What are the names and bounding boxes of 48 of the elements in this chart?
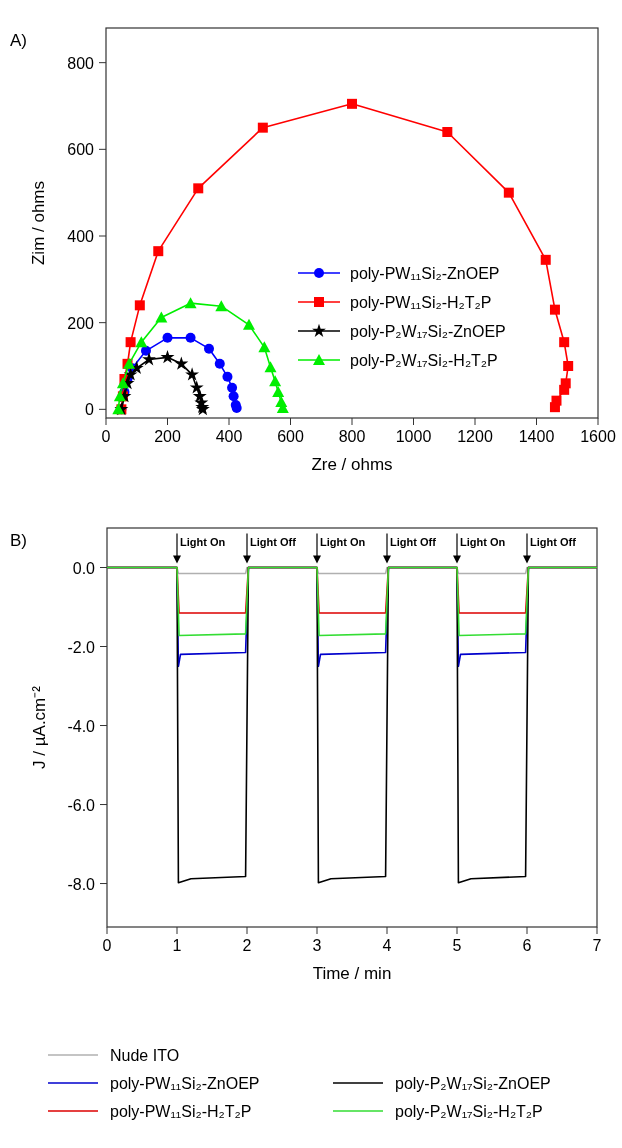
x-tick-label: 0 xyxy=(101,428,111,445)
legend-label: Nude ITO xyxy=(110,1047,180,1064)
x-tick-label: 1600 xyxy=(580,428,616,445)
x-tick-label: 0 xyxy=(102,937,112,954)
x-tick-label: 4 xyxy=(382,937,392,954)
x-tick-label: 800 xyxy=(338,428,366,445)
annotation: Light Off xyxy=(390,535,437,548)
y-tick-label: 800 xyxy=(67,54,95,72)
chart-title: B) xyxy=(10,531,27,550)
y-tick-label: 400 xyxy=(67,228,95,245)
x-tick-label: 6 xyxy=(522,937,532,954)
legend-label: poly-P₂W₁₇Si₂-H₂T₂P xyxy=(395,1103,543,1120)
legend-label: poly-PW₁₁Si₂-ZnOEP xyxy=(350,265,500,282)
x-tick-label: 600 xyxy=(277,428,304,445)
legend-label: poly-PW₁₁Si₂-ZnOEP xyxy=(110,1075,260,1092)
x-tick-label: 400 xyxy=(215,428,243,445)
legend-label: poly-P₂W₁₇Si₂-H₂T₂P xyxy=(350,352,498,369)
y-tick-label: 0.0 xyxy=(72,559,96,577)
y-tick-label: -8.0 xyxy=(67,875,96,893)
annotation: Light Off xyxy=(250,535,297,548)
y-axis-title: Zim / ohms xyxy=(29,180,48,266)
y-tick-label: 200 xyxy=(67,314,95,332)
chart-title: A) xyxy=(10,31,27,50)
y-tick-label: 0 xyxy=(85,401,95,419)
y-tick-label: 600 xyxy=(67,141,95,159)
x-tick-label: 5 xyxy=(452,937,462,954)
legend-label: poly-PW₁₁Si₂-H₂T₂P xyxy=(350,294,492,311)
y-tick-label: -6.0 xyxy=(67,796,96,814)
annotation: Light Off xyxy=(530,535,577,548)
legend-label: poly-PW₁₁Si₂-H₂T₂P xyxy=(110,1103,252,1120)
x-tick-label: 1200 xyxy=(457,428,493,445)
annotation: Light On xyxy=(180,535,226,548)
x-tick-label: 1000 xyxy=(395,428,432,445)
x-axis-title: Zre / ohms xyxy=(311,455,393,474)
y-tick-label: -2.0 xyxy=(67,638,96,656)
legend-label: poly-P₂W₁₇Si₂-ZnOEP xyxy=(395,1075,551,1092)
annotation: Light On xyxy=(460,535,506,548)
x-tick-label: 200 xyxy=(154,428,181,445)
y-axis-title: J / µA.cm⁻² xyxy=(30,685,49,769)
y-tick-label: -4.0 xyxy=(67,717,96,735)
x-tick-label: 1400 xyxy=(518,428,555,445)
annotation: Light On xyxy=(320,535,366,548)
x-tick-label: 3 xyxy=(312,937,322,954)
x-tick-label: 1 xyxy=(172,937,182,954)
x-axis-title: Time / min xyxy=(312,964,392,983)
x-tick-label: 2 xyxy=(242,937,252,954)
x-tick-label: 7 xyxy=(592,937,602,954)
legend-label: poly-P₂W₁₇Si₂-ZnOEP xyxy=(350,323,506,340)
